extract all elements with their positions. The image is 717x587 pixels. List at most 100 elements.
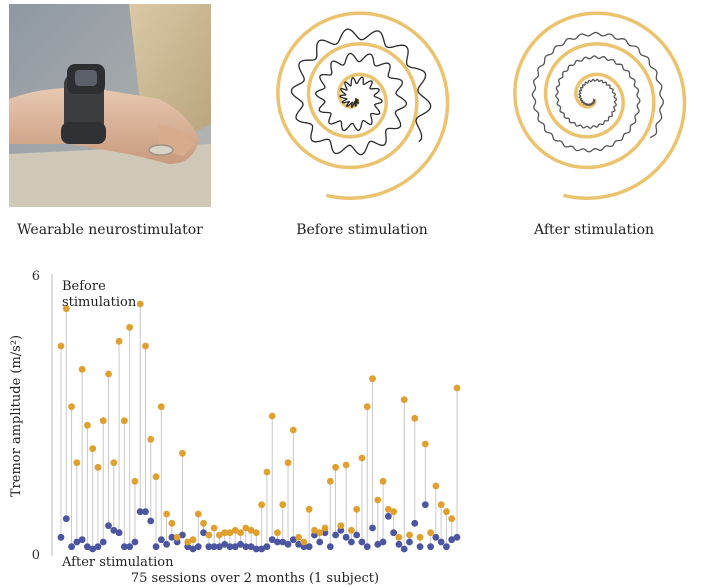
y-tick-label-top: 6	[32, 269, 40, 284]
after-point	[305, 543, 313, 551]
after-point	[231, 543, 239, 551]
before-point	[268, 412, 276, 420]
before-point	[342, 461, 350, 469]
after-point	[421, 501, 429, 509]
before-point	[152, 473, 160, 481]
before-point	[358, 454, 366, 462]
after-point	[73, 538, 81, 546]
after-point	[152, 543, 160, 551]
before-point	[221, 529, 229, 537]
before-point	[179, 449, 186, 457]
before-point	[395, 533, 403, 541]
after-point	[300, 543, 308, 551]
before-point	[448, 515, 456, 523]
before-point	[142, 342, 149, 350]
before-point	[289, 426, 297, 434]
before-point	[406, 531, 413, 539]
after-point	[115, 529, 123, 537]
before-point	[57, 342, 65, 350]
after-point	[321, 529, 329, 537]
before-point	[453, 384, 461, 392]
before-point	[348, 526, 355, 534]
before-point	[443, 508, 450, 516]
before-series-label: Before	[62, 279, 106, 294]
drawn-trace-before	[290, 28, 432, 156]
after-point	[163, 540, 171, 548]
after-point	[142, 508, 149, 516]
before-point	[136, 300, 144, 308]
drawn-trace-after	[531, 31, 665, 153]
before-point	[115, 337, 123, 345]
after-point	[453, 533, 461, 541]
before-point	[189, 536, 197, 544]
before-point	[237, 529, 244, 537]
after-point	[131, 538, 139, 546]
before-point	[131, 477, 139, 485]
after-point	[157, 536, 165, 544]
before-point	[99, 417, 107, 425]
after-point	[210, 543, 218, 551]
after-point	[173, 538, 181, 546]
before-point	[411, 414, 419, 422]
after-point	[326, 543, 334, 551]
x-axis-label: 75 sessions over 2 months (1 subject)	[131, 571, 379, 586]
after-point	[279, 538, 287, 546]
after-point	[400, 545, 408, 553]
before-point	[321, 524, 329, 532]
before-point	[168, 519, 176, 527]
after-point	[348, 538, 355, 546]
before-point	[84, 421, 91, 429]
after-point	[147, 517, 155, 525]
before-point	[311, 526, 318, 534]
after-point	[247, 543, 255, 551]
after-point	[258, 545, 266, 553]
before-point	[263, 468, 271, 476]
before-point	[105, 370, 112, 378]
before-point	[163, 510, 171, 518]
after-point	[194, 543, 202, 551]
before-point	[305, 505, 313, 513]
neurostimulator-photo	[9, 4, 211, 207]
after-point	[252, 545, 260, 553]
before-point	[390, 508, 398, 516]
before-point	[369, 375, 376, 383]
after-point	[168, 533, 176, 541]
before-point	[326, 477, 334, 485]
before-point	[89, 445, 97, 453]
after-point	[416, 543, 424, 551]
before-point	[147, 435, 155, 443]
before-point	[184, 538, 192, 546]
after-point	[374, 540, 382, 548]
before-point	[421, 440, 429, 448]
before-point	[110, 459, 118, 467]
after-point	[274, 538, 281, 546]
before-point	[416, 533, 424, 541]
before-point	[205, 531, 213, 539]
after-point	[443, 543, 450, 551]
before-point	[258, 501, 266, 509]
after-point	[448, 536, 456, 544]
before-point	[200, 519, 207, 527]
before-point	[384, 505, 392, 513]
before-point	[194, 510, 202, 518]
before-point	[400, 396, 408, 404]
after-point	[363, 543, 371, 551]
after-point	[406, 538, 413, 546]
before-point	[173, 533, 181, 541]
template-spiral	[513, 11, 687, 200]
after-point	[437, 538, 445, 546]
after-point	[289, 536, 297, 544]
after-point	[358, 538, 366, 546]
after-point	[226, 543, 234, 551]
before-points	[57, 300, 461, 546]
before-point	[62, 305, 70, 313]
after-point	[94, 543, 102, 551]
before-stimulation-spiral	[276, 11, 450, 200]
before-point	[242, 524, 250, 532]
after-caption: After stimulation	[533, 222, 655, 238]
before-point	[216, 531, 223, 539]
before-point	[247, 526, 255, 534]
after-point	[263, 543, 271, 551]
before-point	[295, 533, 302, 541]
after-point	[57, 533, 65, 541]
